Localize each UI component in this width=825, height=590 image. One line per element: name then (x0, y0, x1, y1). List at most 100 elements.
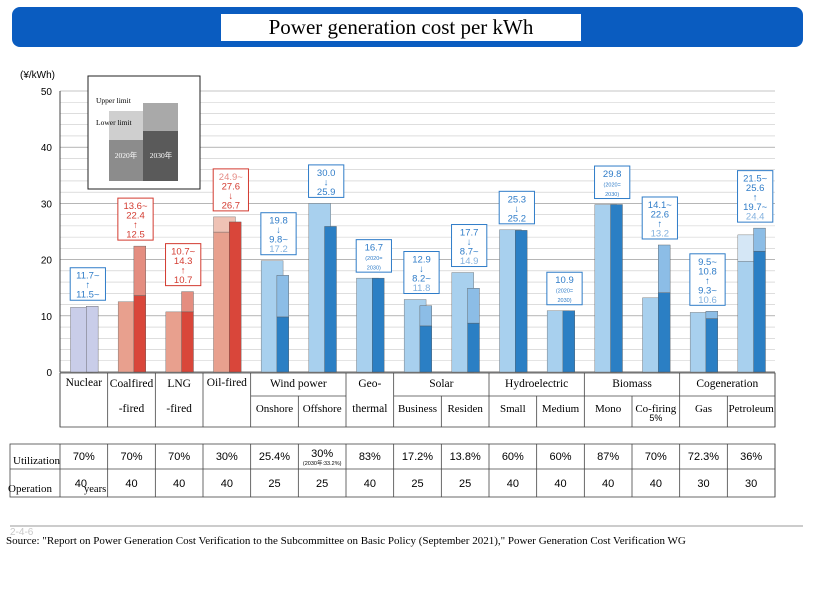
y-tick-label: 10 (41, 312, 53, 323)
data-label-box (594, 165, 631, 200)
category-sub-label: Residen (447, 403, 483, 415)
bar-2030-upper (658, 244, 671, 293)
data-label-text: ↓ (419, 264, 424, 275)
operation-value: 40 (125, 478, 137, 490)
data-label-text: 29.8 (603, 169, 622, 180)
data-label-box (355, 239, 392, 273)
data-label-text: 25.3 (508, 194, 527, 205)
legend-2030-lower (143, 131, 178, 181)
bar-2030-upper (419, 305, 432, 327)
years-label: years (84, 484, 106, 495)
data-label-text: 25.9 (317, 187, 336, 198)
data-label-text: 11.5~ (76, 290, 100, 301)
bar-2030 (372, 277, 385, 373)
category-label: LNG (167, 378, 191, 390)
y-tick-label: 40 (41, 143, 53, 154)
utilization-value: 30% (216, 451, 238, 463)
data-label-text: ↓ (467, 237, 472, 248)
category-sub-label: Co-firing (635, 403, 676, 415)
bar-2030-upper (181, 291, 194, 313)
category-label: Geo- (358, 378, 381, 390)
data-label-box (737, 170, 774, 223)
data-label-text: 24.4 (746, 212, 765, 223)
data-label-text: ↑ (753, 193, 758, 204)
data-label-text: 12.5 (126, 230, 145, 241)
operation-value: 40 (75, 478, 87, 490)
data-label-text: 22.4 (126, 211, 145, 222)
data-label-text: 13.2 (651, 228, 670, 239)
data-label-text: 14.9 (460, 256, 479, 267)
data-label-text: 12.9 (412, 255, 431, 266)
bar-2030 (467, 322, 480, 373)
y-tick-label: 20 (41, 256, 53, 267)
data-label-box (212, 168, 249, 212)
utilization-value: 13.8% (450, 451, 481, 463)
utilization-value: 36% (740, 451, 762, 463)
utilization-note: (2030年:33.2%) (303, 459, 342, 467)
legend-2020-lower (109, 140, 143, 181)
category-sub-label: Business (398, 403, 437, 415)
bar-2030 (705, 318, 719, 373)
data-label-text: 14.1~ (648, 200, 672, 211)
data-label-text: 10.8 (698, 266, 717, 277)
data-label-box (451, 224, 488, 268)
bar-2030 (86, 306, 99, 373)
operation-value: 40 (507, 478, 519, 490)
data-label-text: ↓ (514, 204, 519, 215)
data-label-text: 19.8 (269, 216, 288, 227)
operation-value: 30 (697, 478, 709, 490)
data-label-box (117, 197, 154, 241)
data-label-text: 16.7 (365, 243, 384, 254)
operation-value: 30 (745, 478, 757, 490)
bar-2030-upper (467, 288, 480, 324)
data-label-text: 10.6 (698, 295, 717, 306)
chart-title: Power generation cost per kWh (221, 14, 581, 41)
bar-2030-upper (753, 227, 766, 252)
operation-value: 25 (411, 478, 423, 490)
data-label-text: 17.7 (460, 228, 479, 239)
utilization-value: 87% (597, 451, 619, 463)
data-label-text: (2020= (556, 289, 573, 295)
source-note: Source: "Report on Power Generation Cost… (6, 535, 686, 547)
category-label: Coalfired (110, 378, 154, 390)
bar-2030-upper (705, 311, 719, 319)
data-label-text: (2020= (604, 183, 621, 189)
category-label: Wind power (270, 378, 327, 390)
legend-2020-label: 2020年 (115, 150, 138, 160)
category-label: Oil-fired (207, 377, 247, 389)
data-label-text: 8.7~ (460, 247, 479, 258)
utilization-value: 70% (645, 451, 667, 463)
data-label-box (165, 243, 202, 287)
operation-value: 25 (268, 478, 280, 490)
bar-2030 (229, 221, 242, 373)
utilization-value: 60% (502, 451, 524, 463)
data-label-text: 19.7~ (743, 202, 767, 213)
category-sub-label: Petroleum (729, 403, 775, 415)
bar-2030 (658, 292, 671, 373)
operation-value: 40 (173, 478, 185, 490)
data-label-text: ↑ (133, 220, 138, 231)
bar-2030 (133, 295, 146, 373)
operation-value: 25 (459, 478, 471, 490)
bar-2030 (515, 230, 528, 373)
operation-value: 40 (221, 478, 233, 490)
operation-label: Operation (8, 483, 52, 495)
utilization-value: 70% (120, 451, 142, 463)
category-label: Cogeneration (696, 378, 758, 390)
category-label: Solar (429, 378, 453, 390)
legend-2030-label: 2030年 (150, 150, 173, 160)
data-label-text: ↑ (705, 276, 710, 287)
data-label-text: 11.7~ (76, 271, 100, 282)
bar-2030 (324, 226, 337, 373)
utilization-value: 25.4% (259, 451, 290, 463)
category-sub-label: Offshore (303, 403, 342, 415)
utilization-value: 83% (359, 451, 381, 463)
data-label-text: ↓ (324, 177, 329, 188)
bar-2030 (419, 325, 432, 373)
data-label-text: 9.8~ (269, 235, 288, 246)
data-label-text: 2030) (605, 192, 619, 198)
utilization-value: 70% (73, 451, 95, 463)
data-label-text: 2030) (367, 266, 381, 272)
data-label-text: ↑ (85, 280, 90, 291)
